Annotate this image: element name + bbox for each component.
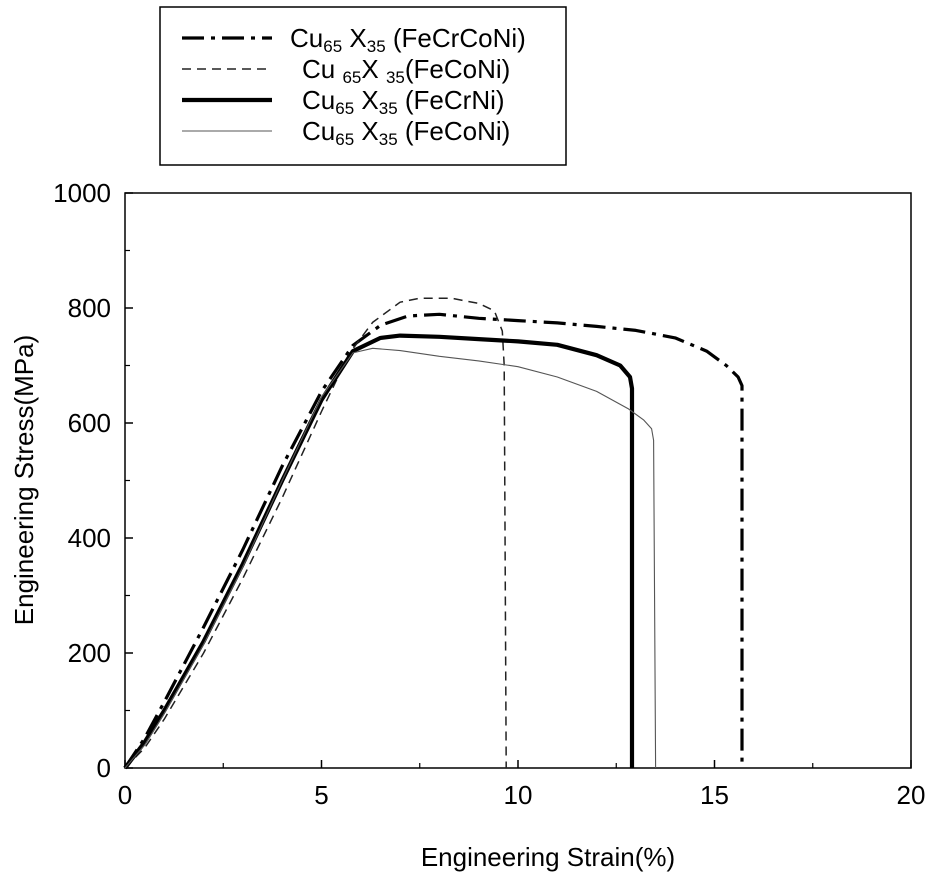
series-line-2 bbox=[124, 297, 507, 769]
x-axis-label: Engineering Strain(%) bbox=[421, 842, 675, 872]
plot-frame bbox=[124, 192, 912, 769]
x-tick-label: 5 bbox=[314, 780, 328, 810]
legend: Cu65 X35 (FeCrCoNi)Cu 65X 35(FeCoNi)Cu65… bbox=[159, 6, 567, 166]
y-tick-label: 1000 bbox=[53, 178, 111, 208]
y-tick-label: 600 bbox=[68, 408, 111, 438]
series-line-4 bbox=[124, 347, 657, 769]
x-tick-label: 20 bbox=[897, 780, 926, 810]
x-tick-label: 0 bbox=[118, 780, 132, 810]
y-axis-label: Engineering Stress(MPa) bbox=[9, 335, 39, 625]
legend-label-3: Cu65 X35 (FeCrNi) bbox=[302, 85, 505, 118]
series-line-3 bbox=[123, 333, 635, 770]
legend-label-4: Cu65 X35 (FeCoNi) bbox=[302, 116, 510, 149]
y-tick-label: 400 bbox=[68, 523, 111, 553]
x-tick-label: 15 bbox=[700, 780, 729, 810]
series-line-1 bbox=[123, 312, 744, 769]
legend-label-1: Cu65 X35 (FeCrCoNi) bbox=[290, 23, 526, 56]
legend-label-2: Cu 65X 35(FeCoNi) bbox=[302, 54, 510, 87]
x-tick-label: 10 bbox=[504, 780, 533, 810]
y-tick-label: 800 bbox=[68, 293, 111, 323]
legend-box bbox=[159, 6, 567, 166]
y-tick-label: 200 bbox=[68, 638, 111, 668]
y-tick-label: 0 bbox=[97, 753, 111, 783]
